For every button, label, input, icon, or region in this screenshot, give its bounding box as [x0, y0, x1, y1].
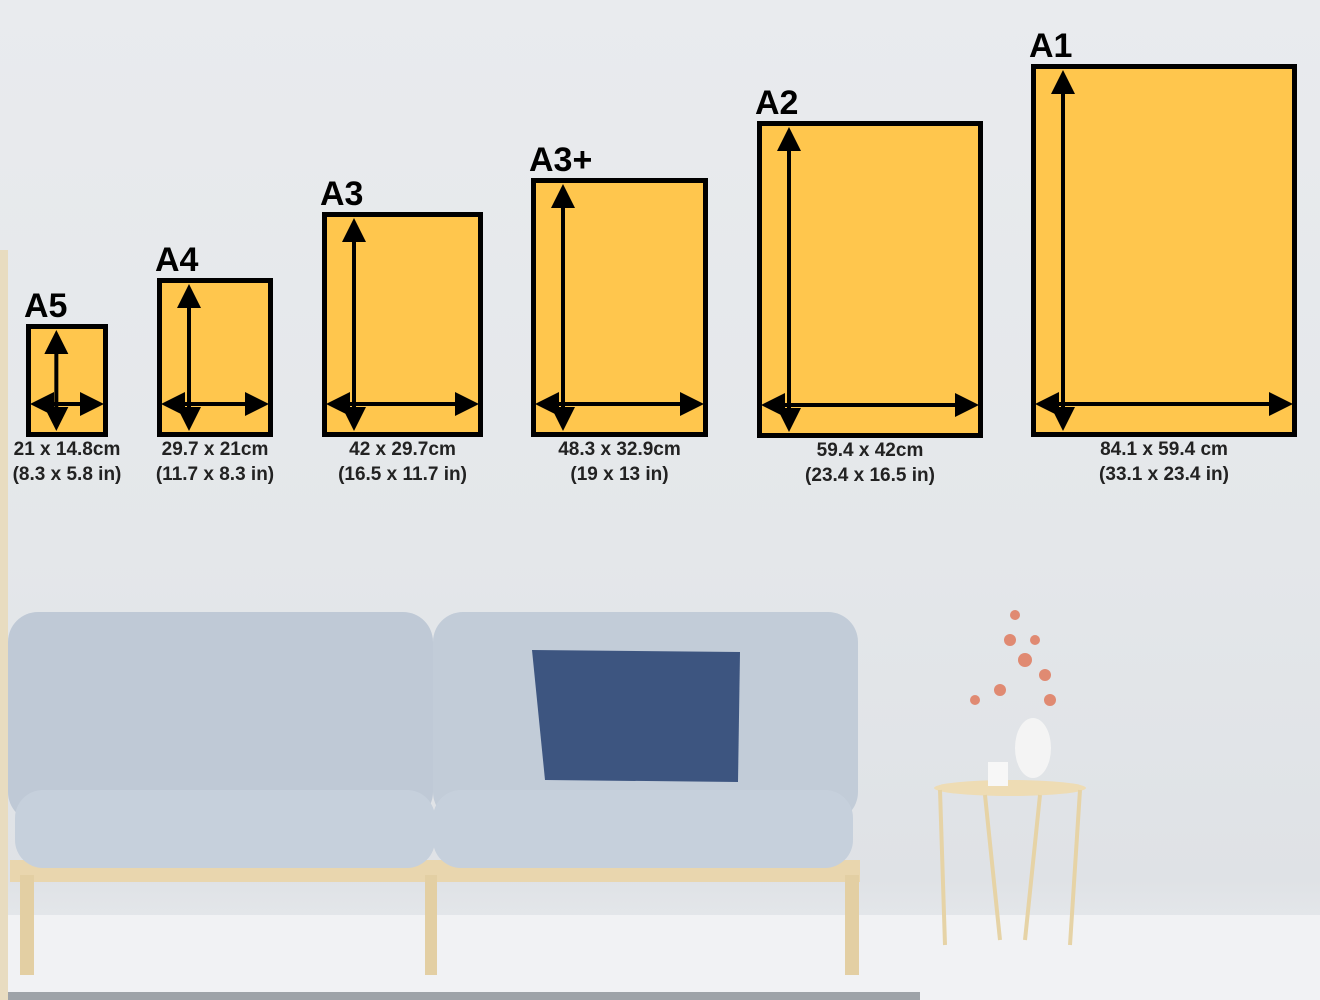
dimension-in: (23.4 x 16.5 in): [805, 465, 935, 486]
size-label: A3+: [529, 141, 593, 179]
floor: [0, 915, 1320, 1000]
dimension-cm: 29.7 x 21cm: [161, 439, 269, 460]
sofa: [8, 612, 860, 975]
dimension-in: (8.3 x 5.8 in): [12, 464, 122, 485]
cushion: [532, 650, 740, 782]
side-table: [934, 610, 1086, 946]
dimension-cm: 42 x 29.7cm: [349, 439, 456, 460]
rug-edge: [0, 992, 920, 1000]
dimension-cm: 59.4 x 42cm: [816, 440, 924, 461]
dimension-cm: 21 x 14.8cm: [13, 439, 121, 460]
frame-a1: [1031, 64, 1297, 437]
size-label: A4: [155, 241, 199, 279]
dimension-cm: 48.3 x 32.9cm: [558, 439, 681, 460]
flowers: [970, 610, 1056, 706]
dimension-in: (33.1 x 23.4 in): [1099, 464, 1229, 485]
size-label: A2: [755, 84, 799, 122]
dimension-cm: 84.1 x 59.4 cm: [1100, 439, 1228, 460]
dimension-in: (19 x 13 in): [570, 464, 669, 485]
dimension-in: (16.5 x 11.7 in): [338, 464, 467, 485]
left-wall-edge: [0, 250, 8, 1000]
size-label: A5: [24, 287, 68, 325]
size-label: A3: [320, 175, 364, 213]
dimension-in: (11.7 x 8.3 in): [155, 464, 275, 485]
size-label: A1: [1029, 27, 1073, 65]
